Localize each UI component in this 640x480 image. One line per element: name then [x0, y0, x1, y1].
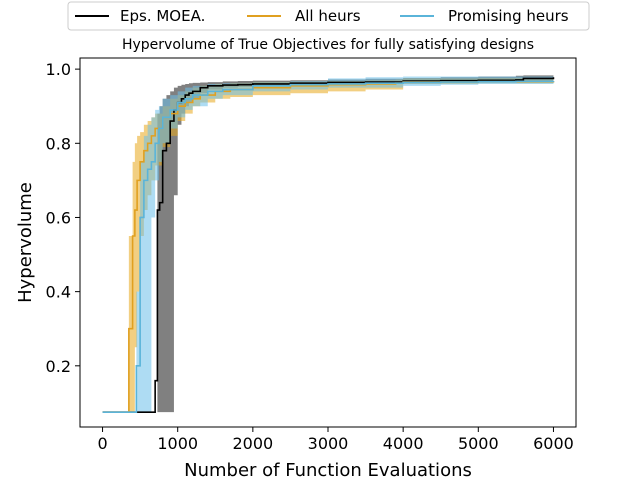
y-tick-label: 0.8 [46, 134, 71, 153]
y-tick-label: 0.2 [46, 357, 71, 376]
plot-frame [79, 57, 577, 428]
y-axis-label: Hypervolume [15, 182, 36, 303]
y-tick-label: 0.6 [46, 208, 71, 227]
x-tick-label: 0 [97, 434, 107, 453]
x-tick-label: 6000 [533, 434, 574, 453]
y-axis-ticks: 0.2 0.4 0.6 0.8 1.0 [46, 60, 80, 376]
line-eps-moea [102, 77, 555, 413]
confidence-bands [102, 74, 554, 413]
x-tick-label: 3000 [308, 434, 349, 453]
legend-box [67, 1, 590, 31]
x-axis-ticks: 0 1000 2000 3000 4000 5000 6000 [97, 427, 574, 453]
legend-label-eps-moea: Eps. MOEA. [120, 7, 205, 25]
legend-label-promising-heurs: Promising heurs [448, 7, 569, 25]
y-tick-label: 1.0 [46, 60, 71, 79]
x-tick-label: 4000 [383, 434, 424, 453]
legend: Eps. MOEA. All heurs Promising heurs [67, 1, 590, 31]
legend-label-all-heurs: All heurs [295, 7, 361, 25]
x-tick-label: 1000 [157, 434, 198, 453]
line-promising-heurs [102, 80, 555, 413]
series-lines [102, 77, 555, 413]
x-tick-label: 2000 [232, 434, 273, 453]
band-promising-heurs [102, 76, 554, 413]
x-tick-label: 5000 [458, 434, 499, 453]
x-axis-label: Number of Function Evaluations [184, 460, 472, 480]
y-tick-label: 0.4 [46, 283, 71, 302]
chart-title: Hypervolume of True Objectives for fully… [122, 37, 534, 53]
